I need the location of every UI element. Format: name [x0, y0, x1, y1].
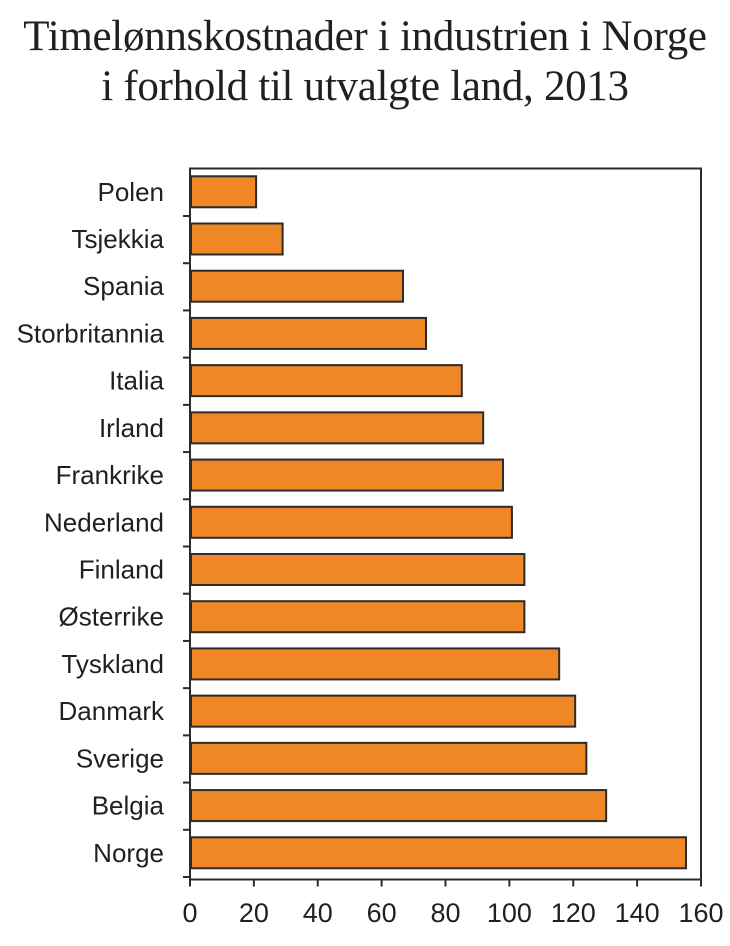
- category-label: Belgia: [92, 791, 165, 821]
- chart-title-line-1: Timelønnskostnader i industrien i Norge: [23, 13, 707, 60]
- category-label: Sverige: [76, 743, 164, 773]
- category-label: Nederland: [44, 507, 164, 537]
- category-label: Italia: [109, 366, 164, 396]
- bar: [190, 741, 588, 775]
- category-label: Østerrike: [59, 602, 164, 632]
- bar: [190, 789, 608, 823]
- chart-title-line-2: i forhold til utvalgte land, 2013: [101, 63, 629, 110]
- bar: [190, 600, 526, 634]
- x-tick-label: 140: [615, 898, 660, 928]
- bar: [190, 364, 463, 398]
- x-tick-label: 20: [239, 898, 269, 928]
- bar: [190, 836, 687, 870]
- y-axis-ticks: [183, 215, 190, 878]
- x-tick-label: 160: [678, 898, 723, 928]
- category-label: Tsjekkia: [72, 224, 165, 254]
- chart-title: Timelønnskostnader i industrien i Norge …: [0, 12, 730, 112]
- bar: [190, 269, 405, 303]
- bar: [190, 505, 513, 539]
- x-tick-label: 80: [430, 898, 460, 928]
- bar: [190, 647, 561, 681]
- x-tick-label: 60: [367, 898, 397, 928]
- bar: [190, 316, 428, 350]
- bar: [190, 175, 258, 209]
- category-label: Storbritannia: [17, 318, 165, 348]
- category-label: Tyskland: [61, 649, 164, 679]
- category-label: Frankrike: [56, 460, 164, 490]
- x-tick-label: 40: [303, 898, 333, 928]
- bar: [190, 411, 485, 445]
- bar: [190, 694, 577, 728]
- category-label: Irland: [99, 413, 164, 443]
- x-tick-label: 100: [487, 898, 532, 928]
- category-labels: Polen Tsjekkia Spania Storbritannia Italia Ir…: [17, 177, 165, 868]
- bar: [190, 222, 284, 256]
- x-tick-label: 120: [551, 898, 596, 928]
- category-label: Norge: [93, 838, 164, 868]
- category-label: Finland: [79, 555, 164, 585]
- x-axis-ticks: 0 20 40 60 80 100 120 140 160: [182, 879, 724, 928]
- category-label: Danmark: [59, 696, 165, 726]
- bar: [190, 458, 504, 492]
- category-label: Spania: [83, 271, 164, 301]
- x-tick-label: 0: [182, 898, 197, 928]
- category-label: Polen: [98, 177, 165, 207]
- bars: [190, 175, 687, 870]
- bar: [190, 553, 526, 586]
